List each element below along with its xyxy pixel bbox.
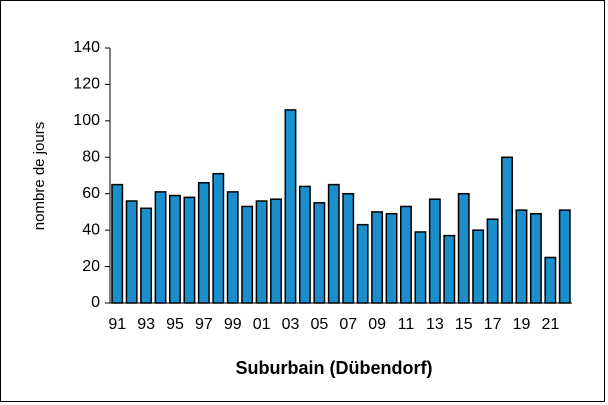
bar	[558, 209, 571, 304]
y-tick-label: 140	[73, 39, 100, 56]
x-tick-label: 03	[282, 316, 300, 333]
bar	[313, 202, 326, 304]
y-axis-title: nombre de jours	[31, 122, 48, 230]
y-tick-label: 120	[73, 76, 100, 93]
x-tick-label: 05	[310, 316, 328, 333]
bar	[270, 198, 282, 304]
bar	[371, 211, 384, 304]
bar	[298, 185, 311, 304]
bar	[140, 207, 153, 304]
bar	[385, 213, 398, 304]
bar	[443, 234, 456, 304]
bar	[327, 183, 340, 304]
bar	[501, 156, 513, 304]
x-tick-label: 11	[398, 316, 415, 333]
y-tick-label: 0	[91, 294, 100, 311]
bar	[544, 256, 557, 304]
x-tick-label: 95	[166, 316, 184, 333]
bar	[197, 182, 210, 304]
x-tick-label: 97	[195, 316, 213, 333]
x-tick-label: 21	[541, 316, 559, 333]
bar	[428, 198, 441, 304]
bar	[111, 183, 124, 304]
x-tick-label: 15	[455, 316, 473, 333]
bar	[400, 205, 412, 304]
x-tick-label: 91	[108, 316, 126, 333]
bar	[414, 231, 427, 304]
x-tick-label: 17	[484, 316, 502, 333]
y-tick-label: 40	[82, 221, 100, 238]
bar	[284, 109, 297, 304]
bar	[486, 218, 499, 304]
bar	[212, 172, 225, 304]
x-tick-label: 01	[253, 316, 271, 333]
x-tick-label: 07	[339, 316, 357, 333]
bar	[356, 223, 369, 304]
x-tick-label: 09	[368, 316, 386, 333]
y-tick-label: 60	[82, 185, 100, 202]
y-tick-label: 80	[82, 149, 100, 166]
bar	[255, 200, 268, 304]
x-tick-label: 93	[137, 316, 155, 333]
bar	[515, 209, 528, 304]
bar	[241, 205, 254, 304]
x-axis-title: Suburbain (Dübendorf)	[236, 358, 433, 378]
y-tick-label: 20	[82, 258, 100, 275]
bar	[226, 191, 239, 304]
x-tick-label: 19	[513, 316, 531, 333]
bar	[183, 196, 196, 304]
y-tick-label: 100	[73, 112, 100, 129]
bar	[529, 213, 542, 304]
bar	[125, 200, 138, 304]
bar	[457, 192, 470, 304]
bar	[169, 194, 181, 304]
bar	[342, 192, 355, 304]
x-tick-label: 13	[426, 316, 444, 333]
bar	[472, 229, 485, 304]
bar	[154, 191, 167, 304]
x-tick-label: 99	[224, 316, 242, 333]
